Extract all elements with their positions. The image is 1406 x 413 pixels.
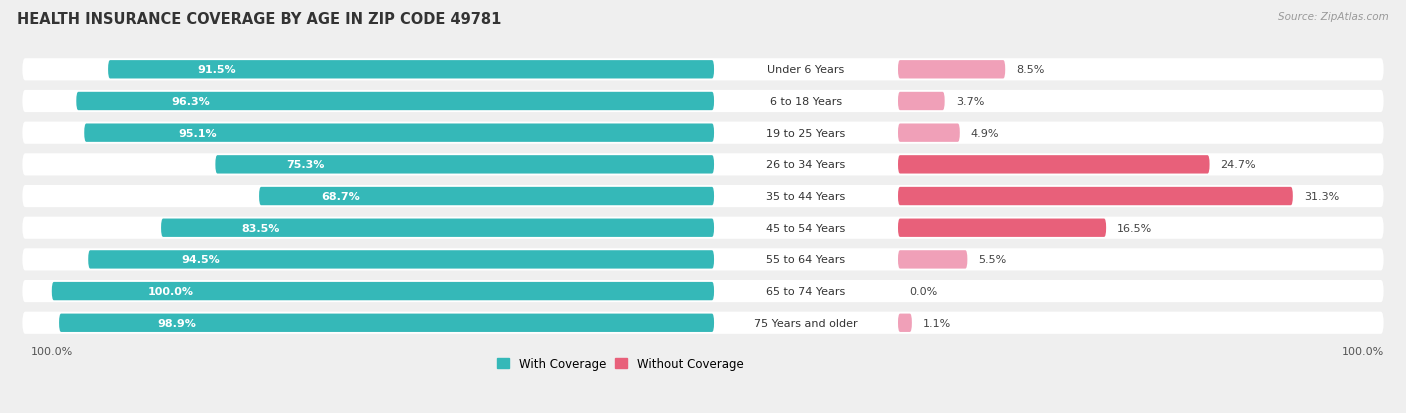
FancyBboxPatch shape — [84, 124, 714, 142]
FancyBboxPatch shape — [22, 312, 1384, 334]
Text: 6 to 18 Years: 6 to 18 Years — [770, 97, 842, 107]
Text: 98.9%: 98.9% — [157, 318, 197, 328]
FancyBboxPatch shape — [898, 251, 967, 269]
Text: 100.0%: 100.0% — [148, 286, 194, 297]
Text: 75 Years and older: 75 Years and older — [754, 318, 858, 328]
Text: 75.3%: 75.3% — [285, 160, 325, 170]
FancyBboxPatch shape — [22, 280, 1384, 302]
FancyBboxPatch shape — [898, 219, 1107, 237]
Text: 19 to 25 Years: 19 to 25 Years — [766, 128, 845, 138]
FancyBboxPatch shape — [76, 93, 714, 111]
Text: 91.5%: 91.5% — [198, 65, 236, 75]
FancyBboxPatch shape — [89, 251, 714, 269]
Text: 31.3%: 31.3% — [1303, 192, 1339, 202]
FancyBboxPatch shape — [22, 122, 1384, 145]
Text: 95.1%: 95.1% — [179, 128, 217, 138]
Text: 83.5%: 83.5% — [242, 223, 280, 233]
Text: 1.1%: 1.1% — [922, 318, 950, 328]
FancyBboxPatch shape — [162, 219, 714, 237]
FancyBboxPatch shape — [898, 124, 960, 142]
Text: 16.5%: 16.5% — [1118, 223, 1153, 233]
FancyBboxPatch shape — [22, 91, 1384, 113]
FancyBboxPatch shape — [898, 188, 1294, 206]
Legend: With Coverage, Without Coverage: With Coverage, Without Coverage — [492, 352, 748, 375]
FancyBboxPatch shape — [898, 93, 945, 111]
Text: 3.7%: 3.7% — [956, 97, 984, 107]
FancyBboxPatch shape — [898, 156, 1209, 174]
Text: 24.7%: 24.7% — [1220, 160, 1256, 170]
FancyBboxPatch shape — [22, 59, 1384, 81]
Text: 94.5%: 94.5% — [181, 255, 221, 265]
Text: 45 to 54 Years: 45 to 54 Years — [766, 223, 845, 233]
FancyBboxPatch shape — [22, 154, 1384, 176]
FancyBboxPatch shape — [108, 61, 714, 79]
FancyBboxPatch shape — [59, 314, 714, 332]
FancyBboxPatch shape — [898, 61, 1005, 79]
FancyBboxPatch shape — [22, 249, 1384, 271]
FancyBboxPatch shape — [52, 282, 714, 301]
FancyBboxPatch shape — [22, 185, 1384, 208]
Text: 0.0%: 0.0% — [910, 286, 938, 297]
Text: 5.5%: 5.5% — [979, 255, 1007, 265]
Text: 65 to 74 Years: 65 to 74 Years — [766, 286, 845, 297]
Text: 55 to 64 Years: 55 to 64 Years — [766, 255, 845, 265]
Text: 68.7%: 68.7% — [322, 192, 360, 202]
Text: 4.9%: 4.9% — [970, 128, 1000, 138]
FancyBboxPatch shape — [259, 188, 714, 206]
Text: 26 to 34 Years: 26 to 34 Years — [766, 160, 845, 170]
Text: 96.3%: 96.3% — [172, 97, 211, 107]
Text: Under 6 Years: Under 6 Years — [768, 65, 845, 75]
Text: 8.5%: 8.5% — [1017, 65, 1045, 75]
Text: HEALTH INSURANCE COVERAGE BY AGE IN ZIP CODE 49781: HEALTH INSURANCE COVERAGE BY AGE IN ZIP … — [17, 12, 502, 27]
FancyBboxPatch shape — [898, 314, 912, 332]
Text: 100.0%: 100.0% — [1341, 346, 1384, 356]
Text: 100.0%: 100.0% — [31, 346, 73, 356]
Text: Source: ZipAtlas.com: Source: ZipAtlas.com — [1278, 12, 1389, 22]
FancyBboxPatch shape — [215, 156, 714, 174]
Text: 35 to 44 Years: 35 to 44 Years — [766, 192, 845, 202]
FancyBboxPatch shape — [22, 217, 1384, 239]
